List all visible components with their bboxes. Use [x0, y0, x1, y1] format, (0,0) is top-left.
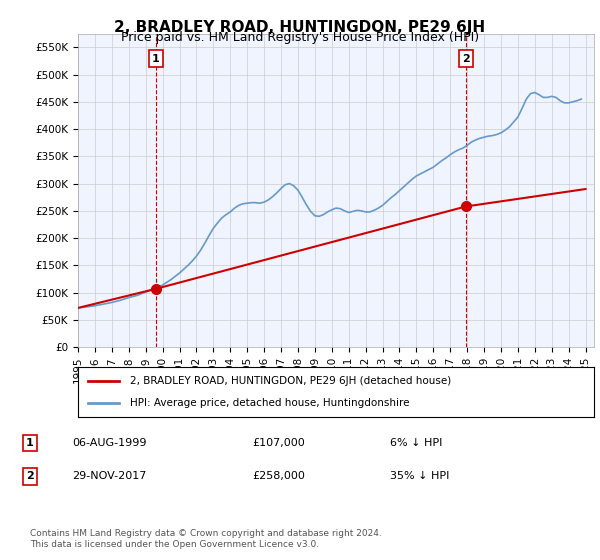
- Text: Contains HM Land Registry data © Crown copyright and database right 2024.
This d: Contains HM Land Registry data © Crown c…: [30, 529, 382, 549]
- Text: 35% ↓ HPI: 35% ↓ HPI: [390, 472, 449, 482]
- Text: 2, BRADLEY ROAD, HUNTINGDON, PE29 6JH (detached house): 2, BRADLEY ROAD, HUNTINGDON, PE29 6JH (d…: [130, 376, 451, 386]
- Text: 06-AUG-1999: 06-AUG-1999: [72, 438, 146, 448]
- Text: 2: 2: [462, 54, 470, 64]
- Text: 29-NOV-2017: 29-NOV-2017: [72, 472, 146, 482]
- Text: £107,000: £107,000: [252, 438, 305, 448]
- Text: 2, BRADLEY ROAD, HUNTINGDON, PE29 6JH: 2, BRADLEY ROAD, HUNTINGDON, PE29 6JH: [115, 20, 485, 35]
- Text: HPI: Average price, detached house, Huntingdonshire: HPI: Average price, detached house, Hunt…: [130, 398, 409, 408]
- Text: 1: 1: [26, 438, 34, 448]
- Text: 6% ↓ HPI: 6% ↓ HPI: [390, 438, 442, 448]
- Text: £258,000: £258,000: [252, 472, 305, 482]
- Text: 1: 1: [152, 54, 160, 64]
- Text: Price paid vs. HM Land Registry's House Price Index (HPI): Price paid vs. HM Land Registry's House …: [121, 31, 479, 44]
- Text: 2: 2: [26, 472, 34, 482]
